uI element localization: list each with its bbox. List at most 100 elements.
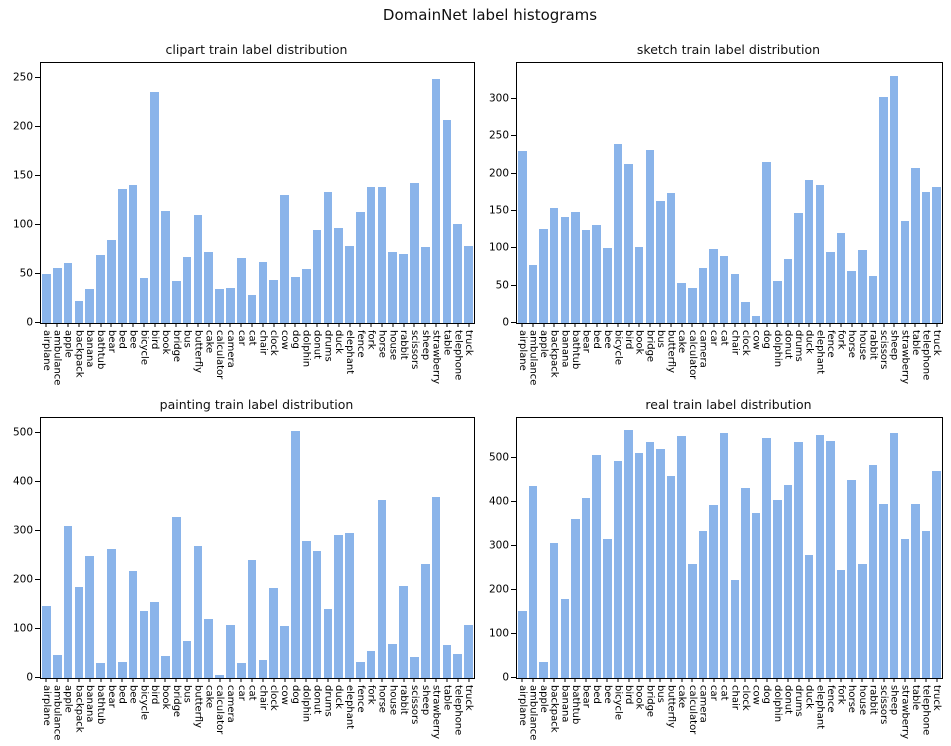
y-tick [35,223,40,225]
bar-clock [741,487,750,678]
bar-airplane [518,151,527,323]
x-tick-label: butterfly [192,330,204,374]
x-tick-label: bridge [170,330,182,363]
bar-banana [85,288,95,323]
x-tick [56,323,58,327]
x-tick [808,678,810,682]
x-tick-label: bridge [644,330,656,363]
x-tick [574,678,576,682]
bar-truck [932,470,941,678]
x-tick [681,678,683,682]
x-tick-label: bee [127,330,139,349]
x-tick [606,323,608,327]
x-tick [435,678,437,682]
x-tick [154,323,156,327]
x-tick-label: camera [224,685,236,723]
bar-bird [624,163,633,323]
x-tick-label: book [159,330,171,355]
x-tick-label: bridge [170,685,182,718]
y-tick [511,172,516,174]
x-tick [219,323,221,327]
x-tick-label: duck [333,685,345,709]
x-tick-label: bird [623,330,635,350]
x-tick-label: dolphin [300,330,312,368]
y-tick-label: 100 [488,627,509,640]
x-tick-label: dolphin [771,685,783,723]
x-tick-label: bicycle [612,685,624,720]
x-tick [617,323,619,327]
x-tick [446,323,448,327]
bar-elephant [815,435,825,678]
x-tick-label: banana [559,330,571,368]
bar-dolphin [301,540,311,678]
x-tick-label: telephone [920,330,932,381]
bar-dog [762,161,771,323]
x-tick-label: elephant [344,330,355,375]
x-tick [787,323,789,327]
x-tick-label: airplane [516,685,528,726]
bar-bear [581,230,591,323]
x-tick-label: car [708,330,720,346]
x-tick-label: apple [62,685,74,713]
bar-bathtub [96,663,105,678]
x-tick-label: chair [257,685,269,710]
x-tick-label: banana [84,685,96,723]
bar-clock [269,279,279,323]
x-tick-label: banana [559,685,571,723]
y-tick [511,97,516,99]
x-tick-label: ambulance [527,330,539,386]
x-tick [532,323,534,327]
x-tick-label: butterfly [192,685,204,729]
x-tick-label: bathtub [569,330,581,370]
bar-chair [258,659,268,678]
x-tick [659,678,661,682]
bar-apple [539,228,548,323]
x-tick [197,678,199,682]
bar-scissors [410,182,419,323]
x-tick [776,678,778,682]
x-tick-label: drums [793,685,805,717]
x-tick [424,323,426,327]
x-tick [543,678,545,682]
x-tick [936,323,938,327]
x-tick-label: calculator [686,330,698,380]
bar-truck [932,187,941,323]
x-tick-label: bathtub [95,330,107,370]
x-tick-label: scissors [408,330,420,370]
y-tick-label: 100 [12,218,33,231]
x-tick-label: bear [580,685,592,708]
x-tick [89,678,91,682]
bar-scissors [879,96,888,323]
bar-telephone [453,653,463,678]
bar-cow [751,315,761,323]
x-tick-label: sheep [419,330,431,361]
x-tick [316,678,318,682]
subplot-clipart: clipart train label distribution airplane… [13,42,475,385]
x-tick-label: bird [149,685,161,705]
bar-bathtub [96,255,105,323]
bar-butterfly [666,475,676,678]
x-tick [766,678,768,682]
bar-scissors [879,503,888,678]
x-tick-label: airplane [40,330,52,371]
x-tick [936,678,938,682]
x-tick [284,678,286,682]
x-tick-label: bicycle [138,685,150,720]
x-tick-label: strawberry [430,685,442,740]
x-tick-label: airplane [516,330,528,371]
x-tick-label: bed [591,685,603,704]
bar-banana [560,216,570,323]
x-tick-label: house [387,685,399,716]
x-tick-label: book [159,685,171,710]
bar-bird [150,602,159,678]
x-tick-label: ambulance [527,685,539,741]
bar-ambulance [528,486,538,678]
y-tick [511,677,516,678]
x-tick [596,678,598,682]
x-tick-label: table [441,685,453,711]
x-tick-label: bathtub [569,685,581,725]
bar-horse [847,479,856,678]
x-tick-label: house [387,330,399,361]
x-tick-label: elephant [814,685,826,730]
y-tick [35,481,40,483]
